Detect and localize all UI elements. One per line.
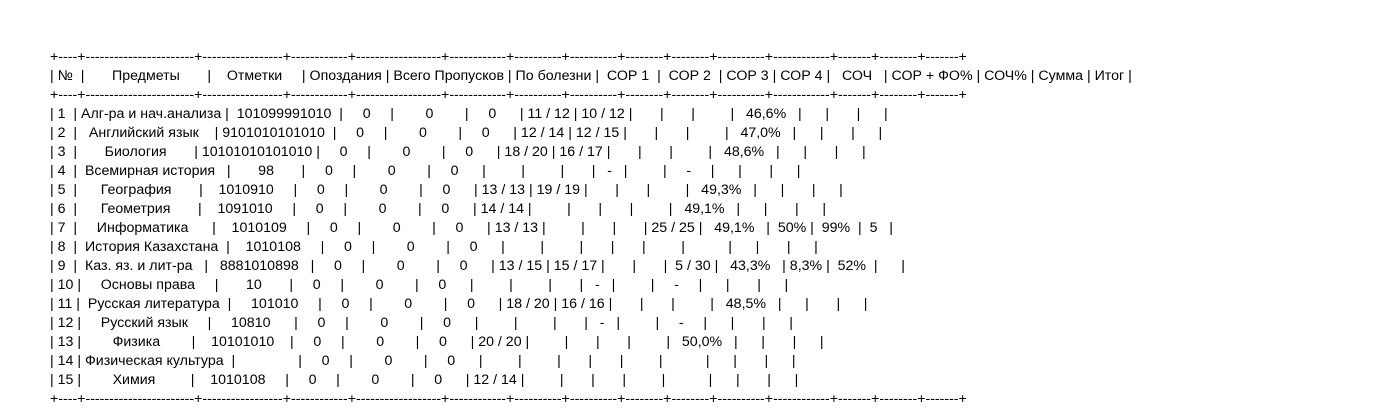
table-row: | 7 | Информатика | 1010109 | 0 | 0 | 0 …: [50, 220, 893, 236]
grades-table: +----+-----------------------+----------…: [50, 48, 1132, 409]
table-row: | 9 | Каз. яз. и лит-ра | 8881010898 | 0…: [50, 258, 905, 274]
table-row: | 13 | Физика | 10101010 | 0 | 0 | 0 | 2…: [50, 334, 824, 350]
table-row: | 12 | Русский язык | 10810 | 0 | 0 | 0 …: [50, 315, 793, 331]
table-row: | 1 | Алг-ра и нач.анализа | 10109999101…: [50, 106, 888, 122]
table-row: | 10 | Основы права | 10 | 0 | 0 | 0 | |…: [50, 277, 789, 293]
table-header-border: +----+-----------------------+----------…: [50, 87, 967, 103]
table-header-row: | № | Предметы | Отметки | Опоздания | В…: [50, 68, 1132, 84]
table-row: | 3 | Биология | 10101010101010 | 0 | 0 …: [50, 144, 866, 160]
table-row: | 14 | Физическая культура | | 0 | 0 | 0…: [50, 353, 796, 369]
table-row: | 11 | Русская литература | 101010 | 0 |…: [50, 296, 868, 312]
table-row: | 6 | Геометрия | 1091010 | 0 | 0 | 0 | …: [50, 201, 827, 217]
table-row: | 8 | История Казахстана | 1010108 | 0 |…: [50, 239, 818, 255]
table-row: | 2 | Английский язык | 9101010101010 | …: [50, 125, 883, 141]
table-row: | 4 | Всемирная история | 98 | 0 | 0 | 0…: [50, 163, 801, 179]
table-border-top: +----+-----------------------+----------…: [50, 49, 967, 65]
table-row: | 15 | Химия | 1010108 | 0 | 0 | 0 | 12 …: [50, 372, 799, 388]
table-row: | 5 | География | 1010910 | 0 | 0 | 0 | …: [50, 182, 843, 198]
